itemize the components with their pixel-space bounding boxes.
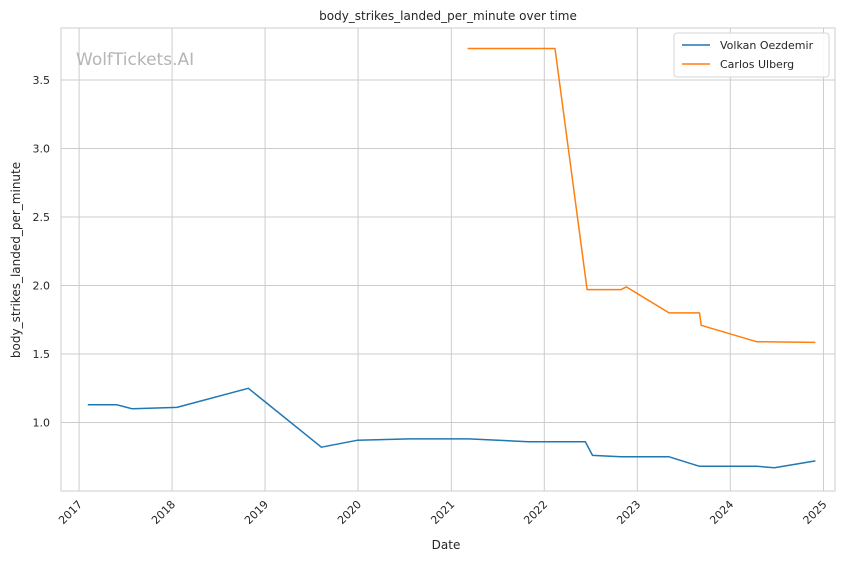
x-tick-label: 2024 (707, 498, 736, 527)
tick-labels: 2017 2018 2019 2020 2021 2022 2023 2024 2025 1.0 1… (33, 74, 830, 527)
x-tick-label: 2020 (335, 498, 364, 527)
x-tick-label: 2025 (801, 498, 830, 527)
x-axis-title: Date (432, 538, 461, 552)
y-tick-label: 3.5 (33, 74, 51, 87)
watermark-text: WolfTickets.AI (76, 50, 194, 70)
y-tick-label: 1.0 (33, 417, 51, 430)
plot-area (60, 27, 836, 492)
legend-label-volkan: Volkan Oezdemir (720, 39, 814, 52)
series-lines (87, 47, 816, 469)
x-tick-label: 2018 (149, 498, 178, 527)
y-tick-label: 3.0 (33, 143, 51, 156)
legend-box (673, 32, 830, 78)
x-tick-label: 2021 (428, 498, 457, 527)
y-tick-label: 2.0 (33, 280, 51, 293)
grid (61, 28, 835, 491)
chart-title: body_strikes_landed_per_minute over time (319, 9, 577, 23)
x-tick-label: 2019 (242, 498, 271, 527)
x-tick-label: 2022 (521, 498, 550, 527)
x-tick-label: 2023 (614, 498, 643, 527)
series-line-carlos-ulberg (467, 47, 816, 344)
x-tick-label: 2017 (56, 498, 85, 527)
y-tick-label: 1.5 (33, 348, 51, 361)
legend: Volkan Oezdemir Carlos Ulberg (673, 32, 830, 78)
y-axis-title: body_strikes_landed_per_minute (9, 162, 23, 358)
series-line-volkan-oezdemir (87, 387, 816, 469)
legend-label-carlos: Carlos Ulberg (720, 58, 794, 71)
y-tick-label: 2.5 (33, 211, 51, 224)
